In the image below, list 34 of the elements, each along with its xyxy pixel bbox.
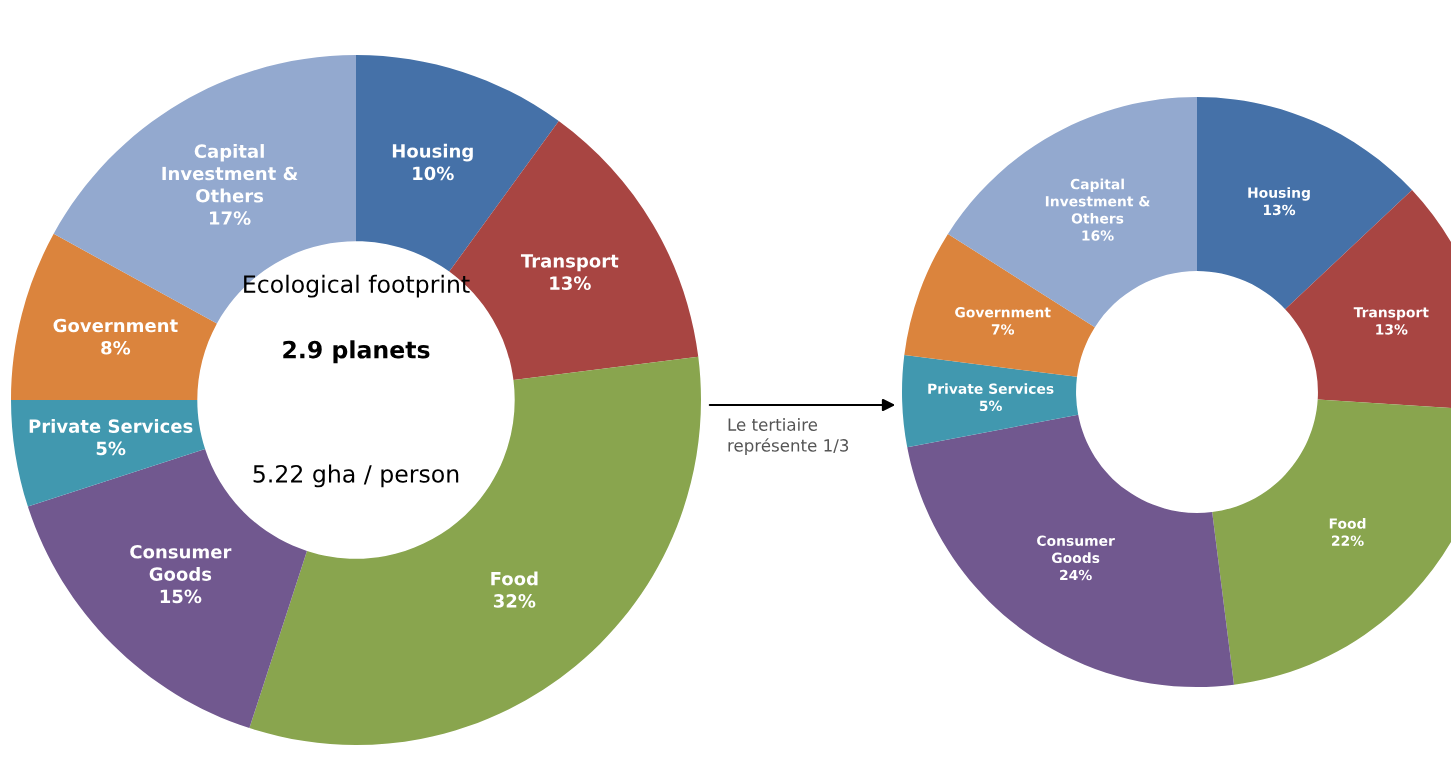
slice-label: Private Services (928, 383, 1054, 394)
data-label: 32% (493, 594, 536, 608)
slice-label: Housing (1248, 187, 1310, 201)
slice-label: Food (491, 571, 538, 586)
slice-label: Transport (520, 254, 619, 272)
donut-slice (11, 233, 217, 400)
slice-label: Government (53, 318, 178, 333)
slice-label: Consumer Goods (1037, 535, 1115, 564)
data-label: 22% (1332, 535, 1364, 546)
slice-label: Private Services (29, 418, 193, 433)
data-label: 15% (160, 589, 202, 604)
data-label: 16% (1082, 230, 1114, 241)
text: 5.22 gha / person (253, 464, 459, 488)
slice-label: Capital Investment & Others (1045, 178, 1150, 224)
data-label: 5% (96, 441, 126, 456)
slice-label: Capital Investment & Others (162, 144, 298, 203)
data-label: 13% (1376, 324, 1408, 335)
data-label: 10% (413, 166, 454, 181)
data-label: 13% (550, 276, 591, 290)
slice-label: Transport (1353, 307, 1429, 321)
text: 2.9 planets (283, 340, 430, 364)
text: Le tertiaire représente 1/3 (728, 418, 849, 455)
data-label: 17% (209, 211, 251, 225)
slice-label: Housing (392, 143, 473, 162)
data-label: 24% (1060, 569, 1092, 581)
donut-slice (11, 400, 206, 507)
data-label: 7% (991, 324, 1015, 335)
text: Ecological footprint (244, 274, 470, 298)
data-label: 8% (101, 340, 131, 355)
slice-label: Food (1329, 518, 1366, 529)
slice-label: Consumer Goods (130, 544, 232, 581)
slice-label: Government (955, 307, 1051, 318)
data-label: 5% (979, 400, 1002, 412)
data-label: 13% (1263, 204, 1296, 216)
